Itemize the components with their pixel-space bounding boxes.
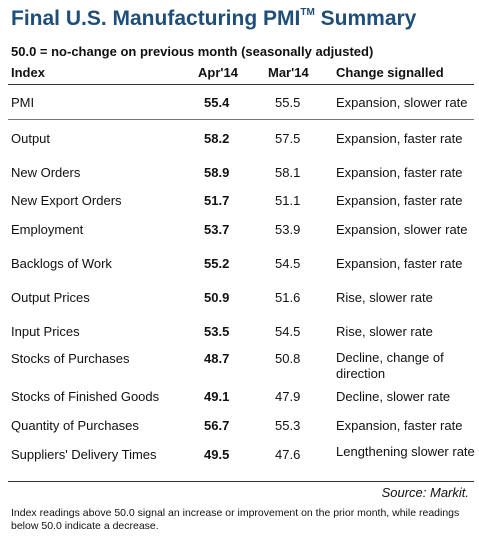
row-mar-value: 54.5	[275, 324, 301, 339]
column-header-index: Index	[11, 65, 45, 80]
row-index-label: Stocks of Finished Goods	[11, 389, 160, 404]
row-mar-value: 57.5	[275, 131, 301, 146]
row-index-label: New Orders	[11, 165, 81, 180]
row-apr-value: 53.7	[204, 222, 230, 237]
row-index-label: Backlogs of Work	[11, 256, 112, 271]
source-note: Source: Markit.	[381, 485, 469, 500]
column-header-apr: Apr'14	[198, 65, 238, 80]
row-change-signalled: Expansion, slower rate	[336, 95, 468, 110]
row-change-signalled: Expansion, faster rate	[336, 165, 463, 180]
row-change-signalled: Expansion, faster rate	[336, 256, 463, 271]
row-index-label: Output	[11, 131, 51, 146]
row-mar-value: 55.5	[275, 95, 301, 110]
row-apr-value: 55.4	[204, 95, 230, 110]
row-mar-value: 55.3	[275, 418, 301, 433]
row-change-signalled: Rise, slower rate	[336, 324, 433, 339]
row-mar-value: 47.6	[275, 447, 301, 462]
row-change-signalled: Decline, change of direction	[336, 350, 444, 381]
row-apr-value: 49.5	[204, 447, 230, 462]
row-change-signalled: Expansion, faster rate	[336, 418, 463, 433]
row-mar-value: 58.1	[275, 165, 301, 180]
page-title: Final U.S. Manufacturing PMITM Summary	[11, 7, 416, 31]
page-title-suffix: Summary	[314, 7, 417, 30]
row-mar-value: 51.6	[275, 290, 301, 305]
row-index-label: Output Prices	[11, 290, 90, 305]
row-index-label: New Export Orders	[11, 193, 122, 208]
row-apr-value: 50.9	[204, 290, 230, 305]
row-apr-value: 48.7	[204, 351, 230, 366]
pmi-divider	[8, 119, 474, 120]
trademark-mark: TM	[300, 7, 315, 18]
row-change-signalled: Expansion, slower rate	[336, 222, 468, 237]
row-mar-value: 51.1	[275, 193, 301, 208]
footnote: Index readings above 50.0 signal an incr…	[11, 507, 460, 532]
row-change-signalled: Expansion, faster rate	[336, 131, 463, 146]
row-change-signalled: Expansion, faster rate	[336, 193, 463, 208]
footer-divider	[8, 481, 474, 482]
row-apr-value: 58.2	[204, 131, 230, 146]
row-mar-value: 53.9	[275, 222, 301, 237]
row-index-label: Quantity of Purchases	[11, 418, 139, 433]
row-mar-value: 54.5	[275, 256, 301, 271]
row-index-label: PMI	[11, 95, 35, 110]
row-index-label: Employment	[11, 222, 84, 237]
column-header-mar: Mar'14	[268, 65, 309, 80]
row-change-signalled: Lengthening slower rate	[336, 444, 475, 459]
row-apr-value: 53.5	[204, 324, 230, 339]
row-mar-value: 50.8	[275, 351, 301, 366]
row-index-label: Suppliers' Delivery Times	[11, 447, 157, 462]
header-divider	[8, 84, 474, 85]
row-index-label: Input Prices	[11, 324, 80, 339]
row-apr-value: 49.1	[204, 389, 230, 404]
row-index-label: Stocks of Purchases	[11, 351, 130, 366]
column-header-change: Change signalled	[336, 65, 444, 80]
row-mar-value: 47.9	[275, 389, 301, 404]
row-change-signalled: Decline, slower rate	[336, 389, 451, 404]
row-change-signalled: Rise, slower rate	[336, 290, 433, 305]
row-apr-value: 58.9	[204, 165, 230, 180]
subtitle: 50.0 = no-change on previous month (seas…	[11, 44, 374, 59]
row-apr-value: 51.7	[204, 193, 230, 208]
page-title-text: Final U.S. Manufacturing PMI	[11, 7, 301, 30]
row-apr-value: 56.7	[204, 418, 230, 433]
row-apr-value: 55.2	[204, 256, 230, 271]
